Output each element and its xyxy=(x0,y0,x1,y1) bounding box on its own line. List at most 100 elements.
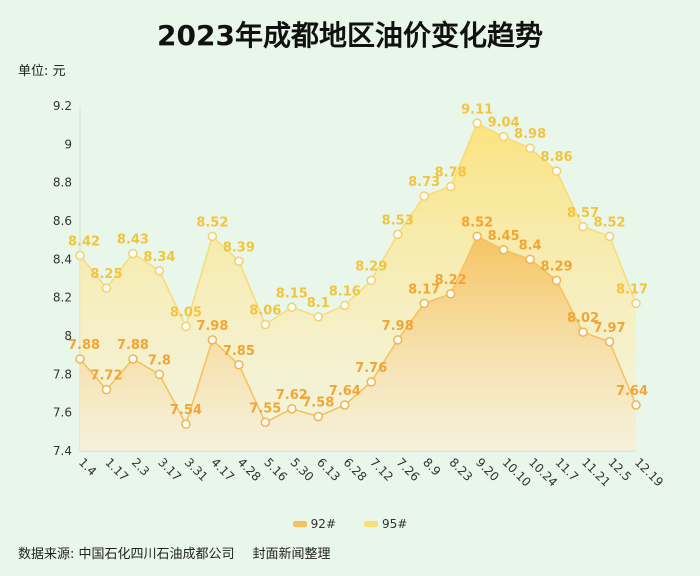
data-point-95-5 xyxy=(207,231,218,242)
data-point-95-9 xyxy=(313,312,324,322)
data-label-92-20: 7.97 xyxy=(593,321,625,336)
x-tick-label-11: 7.12 xyxy=(367,455,396,484)
data-label-92-5: 7.98 xyxy=(196,319,228,334)
y-tick-label: 8.4 xyxy=(53,252,72,266)
area-series-92 xyxy=(80,236,636,451)
data-label-92-4: 7.54 xyxy=(170,403,202,418)
x-tick-label-16: 10.10 xyxy=(499,455,533,489)
chart-title: 2023年成都地区油价变化趋势 xyxy=(157,19,543,52)
data-label-92-6: 7.85 xyxy=(223,344,255,359)
data-label-95-11: 8.29 xyxy=(355,259,387,274)
data-label-95-14: 8.78 xyxy=(435,166,467,181)
data-label-95-7: 8.06 xyxy=(249,304,281,319)
data-point-95-14 xyxy=(445,181,456,192)
data-label-92-13: 8.17 xyxy=(408,282,440,297)
data-point-95-3 xyxy=(154,266,165,276)
data-point-92-17 xyxy=(525,254,535,265)
x-tick-label-5: 4.17 xyxy=(208,455,237,484)
data-point-92-14 xyxy=(445,289,456,299)
data-label-95-13: 8.73 xyxy=(408,175,440,190)
data-label-92-8: 7.62 xyxy=(276,388,308,403)
y-tick-label: 8.8 xyxy=(53,176,72,190)
data-point-95-2 xyxy=(128,248,138,259)
data-point-95-20 xyxy=(604,231,615,242)
x-tick-label-13: 8.9 xyxy=(420,455,443,478)
data-label-95-15: 9.11 xyxy=(461,102,493,117)
x-tick-label-2: 2.3 xyxy=(129,455,152,478)
legend-item-92: 92# xyxy=(292,517,336,531)
data-label-95-10: 8.16 xyxy=(329,284,361,299)
data-point-92-12 xyxy=(392,335,403,345)
data-point-92-2 xyxy=(128,354,138,364)
x-tick-label-10: 6.28 xyxy=(341,455,370,484)
data-point-92-5 xyxy=(207,335,218,345)
y-tick-label: 7.6 xyxy=(53,406,72,420)
data-point-95-6 xyxy=(234,256,244,266)
data-label-92-21: 7.64 xyxy=(616,384,648,399)
data-label-95-5: 8.52 xyxy=(196,215,228,230)
y-tick-label: 9.2 xyxy=(53,99,72,113)
data-label-92-14: 8.22 xyxy=(435,273,467,288)
legend-label-95: 95# xyxy=(382,517,408,531)
data-point-95-17 xyxy=(525,143,535,153)
data-label-95-2: 8.43 xyxy=(117,233,149,248)
x-tick-label-12: 7.26 xyxy=(394,455,423,484)
data-label-95-0: 8.42 xyxy=(68,235,100,250)
data-point-92-7 xyxy=(260,417,271,427)
y-tick-label: 7.4 xyxy=(53,444,72,458)
x-tick-label-1: 1.17 xyxy=(102,455,131,484)
data-label-95-17: 8.98 xyxy=(514,127,546,142)
y-tick-label: 8.6 xyxy=(53,214,72,228)
data-point-95-13 xyxy=(419,191,429,201)
data-label-92-1: 7.72 xyxy=(90,369,122,384)
unit-label: 单位: 元 xyxy=(18,64,66,79)
data-point-95-1 xyxy=(101,283,112,293)
data-point-92-11 xyxy=(366,377,376,387)
legend-item-95: 95# xyxy=(364,517,407,531)
x-tick-label-21: 12.19 xyxy=(632,455,666,489)
x-tick-label-3: 3.17 xyxy=(155,455,184,484)
source-note: 数据来源: 中国石化四川石油成都公司 封面新闻整理 xyxy=(18,543,331,562)
data-label-92-16: 8.45 xyxy=(488,229,520,244)
x-tick-label-15: 9.20 xyxy=(473,455,502,484)
legend: 92# 95# xyxy=(0,517,700,531)
x-tick-label-7: 5.16 xyxy=(261,455,290,484)
data-point-92-0 xyxy=(75,354,85,364)
data-label-92-3: 7.8 xyxy=(148,353,171,368)
data-label-92-19: 8.02 xyxy=(567,311,599,326)
data-label-95-6: 8.39 xyxy=(223,240,255,255)
data-point-92-13 xyxy=(419,298,429,309)
data-point-95-0 xyxy=(75,250,85,261)
x-tick-label-8: 5.30 xyxy=(288,455,317,484)
data-label-95-16: 9.04 xyxy=(488,116,520,131)
data-point-95-8 xyxy=(287,302,297,312)
data-label-95-8: 8.15 xyxy=(276,286,308,301)
data-point-92-4 xyxy=(181,419,191,429)
data-point-92-16 xyxy=(498,245,509,255)
data-label-95-21: 8.17 xyxy=(616,282,648,297)
legend-label-92: 92# xyxy=(310,517,336,531)
x-tick-label-6: 4.28 xyxy=(235,455,264,484)
data-point-95-16 xyxy=(498,131,509,142)
data-point-92-18 xyxy=(551,275,562,286)
data-label-95-3: 8.34 xyxy=(143,250,175,265)
data-point-92-15 xyxy=(472,231,482,242)
data-point-95-15 xyxy=(472,118,482,128)
x-tick-label-0: 1.4 xyxy=(76,455,99,478)
y-tick-label: 9 xyxy=(64,137,72,151)
data-point-95-18 xyxy=(551,166,562,176)
data-label-92-17: 8.4 xyxy=(519,238,542,253)
x-tick-label-4: 3.31 xyxy=(182,455,211,484)
data-label-95-4: 8.05 xyxy=(170,305,202,320)
data-label-92-0: 7.88 xyxy=(68,338,100,353)
data-label-92-11: 7.76 xyxy=(355,361,387,376)
data-point-92-9 xyxy=(313,411,324,422)
data-point-92-21 xyxy=(631,400,641,410)
data-label-92-10: 7.64 xyxy=(329,384,361,399)
data-label-92-9: 7.58 xyxy=(302,396,334,411)
x-tick-label-9: 6.13 xyxy=(314,455,343,484)
data-label-95-9: 8.1 xyxy=(307,296,330,311)
data-label-95-20: 8.52 xyxy=(593,215,625,230)
data-label-95-18: 8.86 xyxy=(541,150,573,165)
